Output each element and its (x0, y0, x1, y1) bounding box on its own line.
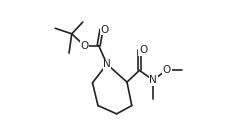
Text: O: O (80, 41, 88, 51)
Text: N: N (149, 75, 157, 85)
Text: O: O (101, 25, 109, 35)
Text: N: N (103, 59, 111, 69)
Text: O: O (139, 45, 147, 55)
Text: O: O (163, 65, 171, 75)
